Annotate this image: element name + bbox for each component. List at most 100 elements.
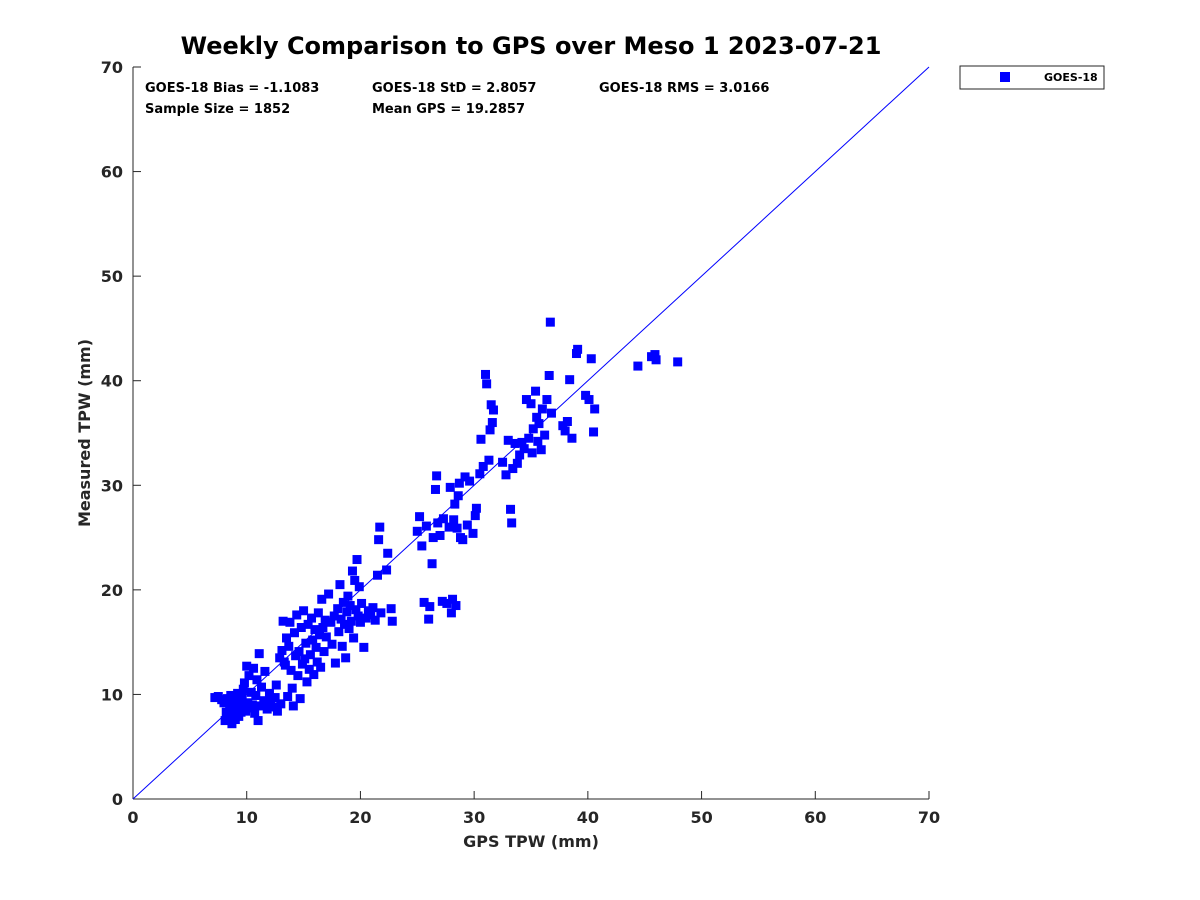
data-point [260, 666, 270, 676]
data-point [370, 615, 380, 625]
data-point [478, 461, 488, 471]
data-point [448, 594, 458, 604]
x-tick-label: 10 [236, 808, 258, 827]
data-point [330, 658, 340, 668]
data-point [375, 522, 385, 532]
data-point [444, 522, 454, 532]
data-point [287, 683, 297, 693]
x-tick-label: 20 [349, 808, 371, 827]
data-point [465, 476, 475, 486]
data-point [368, 603, 378, 613]
data-point [264, 688, 274, 698]
data-point [524, 433, 534, 443]
data-point [536, 445, 546, 455]
data-point [233, 688, 243, 698]
legend-label: GOES-18 [1044, 71, 1098, 84]
data-point [540, 430, 550, 440]
data-point [386, 604, 396, 614]
data-point [280, 660, 290, 670]
data-point [419, 597, 429, 607]
data-point [333, 604, 343, 614]
data-point [319, 647, 329, 657]
data-point [253, 716, 263, 726]
data-point [531, 386, 541, 396]
data-point [289, 628, 299, 638]
data-point [224, 712, 234, 722]
data-point [337, 641, 347, 651]
data-point [314, 630, 324, 640]
data-point [255, 701, 265, 711]
data-point [251, 690, 261, 700]
data-point [673, 357, 683, 367]
data-point [545, 317, 555, 327]
data-point [295, 694, 305, 704]
data-point [340, 619, 350, 629]
data-point [285, 617, 295, 627]
data-point [266, 697, 276, 707]
data-point [349, 633, 359, 643]
data-point [454, 478, 464, 488]
tick-labels: 0 10 20 30 40 50 60 70 0 10 20 30 40 50 60 70 [101, 58, 940, 827]
data-point [532, 412, 542, 422]
data-point [542, 395, 552, 405]
data-point [313, 608, 323, 618]
data-point [278, 616, 288, 626]
data-point [421, 521, 431, 531]
data-point [428, 533, 438, 543]
data-point [357, 598, 367, 608]
data-point [558, 421, 568, 431]
data-point [320, 615, 330, 625]
data-point [293, 671, 303, 681]
data-point [270, 693, 280, 703]
data-point [361, 613, 371, 623]
data-point [296, 623, 306, 633]
data-point [527, 448, 537, 458]
y-axis-label: Measured TPW (mm) [75, 339, 94, 527]
data-point [565, 375, 575, 385]
data-point [425, 602, 435, 612]
legend-marker [1000, 72, 1010, 82]
data-point [451, 601, 461, 611]
data-point [271, 680, 281, 690]
data-point [476, 434, 486, 444]
data-point [376, 608, 386, 618]
x-tick-label: 0 [127, 808, 138, 827]
data-point [310, 625, 320, 635]
data-point [242, 661, 252, 671]
data-point [417, 541, 427, 551]
data-point [292, 610, 302, 620]
data-point [433, 518, 443, 528]
data-point [584, 395, 594, 405]
data-point [238, 684, 248, 694]
data-point [484, 455, 494, 465]
data-point [445, 482, 455, 492]
data-point [650, 350, 660, 360]
x-axis-label: GPS TPW (mm) [463, 832, 599, 851]
data-point [225, 702, 235, 712]
data-point [560, 426, 570, 436]
data-point [586, 354, 596, 364]
data-point [508, 464, 518, 474]
data-point [475, 469, 485, 479]
y-tick-label: 70 [101, 58, 123, 77]
stat-mean-gps: Mean GPS = 19.2857 [372, 102, 525, 117]
data-point [317, 594, 327, 604]
data-point [450, 499, 460, 509]
y-tick-label: 40 [101, 372, 123, 391]
data-point [359, 642, 369, 652]
data-point [546, 408, 556, 418]
data-point [277, 646, 287, 656]
data-point [515, 450, 525, 460]
data-point [334, 627, 344, 637]
data-point [486, 400, 496, 410]
data-point [246, 687, 256, 697]
data-point [341, 653, 351, 663]
data-point [324, 589, 334, 599]
data-point [487, 418, 497, 428]
data-point [446, 608, 456, 618]
data-point [347, 566, 357, 576]
axes [132, 66, 930, 800]
data-point [283, 692, 293, 702]
data-point [352, 555, 362, 565]
data-point [633, 361, 643, 371]
